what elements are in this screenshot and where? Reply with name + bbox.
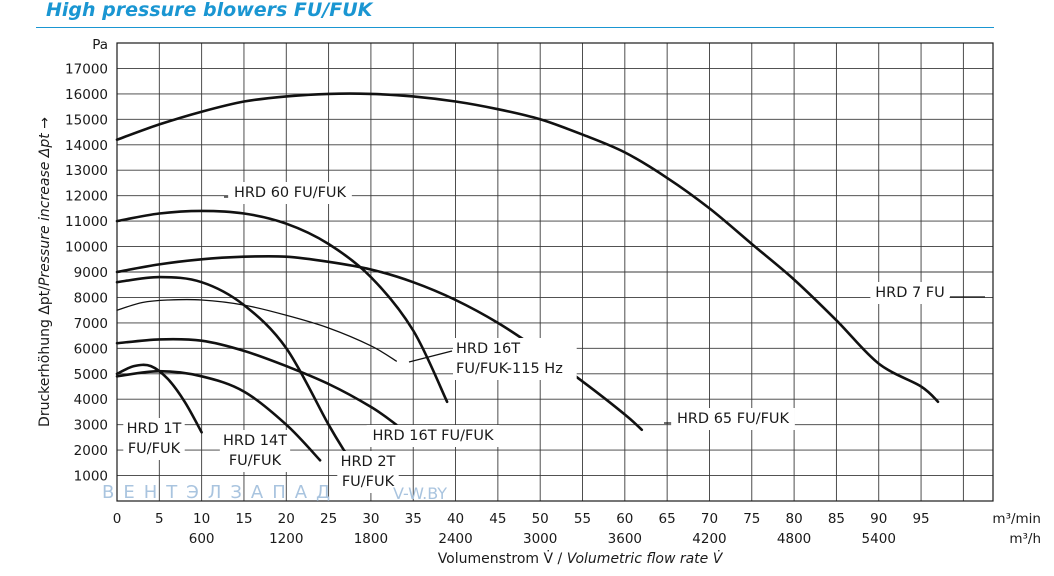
y-axis-title-en: Pressure increase Δpt → (37, 117, 53, 286)
label-background-hrd-7-fu (870, 282, 950, 304)
series-label-hrd-1t-fu-fuk: HRD 1T (127, 421, 182, 437)
series-line-hrd-65-fu-fuk (115, 254, 644, 432)
label-background-hrd-1t-fu-fuk (123, 418, 185, 460)
x-tick-label: 35 (405, 511, 422, 527)
x-tick-label: 30 (362, 511, 379, 527)
series-label-hrd-1t-fu-fuk: FU/FUK (128, 441, 181, 457)
label-background-hrd-65-fu-fuk (671, 408, 795, 430)
x-axis-title-de: Volumenstrom V̇ / (438, 550, 567, 567)
y-tick-label: 7000 (74, 316, 108, 332)
x-tick-label: 15 (235, 511, 252, 527)
x-tick-label: 70 (701, 511, 718, 527)
x-tick-label: 45 (489, 511, 506, 527)
x-tick-label-h: 3600 (608, 531, 642, 547)
y-tick-label: 4000 (74, 392, 108, 408)
series-label-hrd-16t-fu-fuk-115-hz: FU/FUK-115 Hz (456, 361, 563, 377)
series-label-hrd-16t-fu-fuk: HRD 16T FU/FUK (373, 428, 494, 444)
x-tick-label-h: 3000 (523, 531, 557, 547)
label-leader-hrd-16t-fu-fuk-115-hz (408, 350, 453, 363)
x-tick-label: 95 (912, 511, 929, 527)
series-line-hrd-2t-fu-fuk (115, 275, 347, 454)
x-tick-label-h: 4200 (692, 531, 726, 547)
y-tick-label: 13000 (65, 163, 108, 179)
x-tick-label-h: 2400 (438, 531, 472, 547)
series-line-hrd-14t-fu-fuk (115, 369, 322, 462)
x-axis-title-en: Volumetric flow rate V̇ (567, 550, 724, 567)
x-tick-label: 20 (278, 511, 295, 527)
x-tick-label: 80 (786, 511, 803, 527)
label-background-hrd-60-fu-fuk (228, 182, 352, 204)
series-label-hrd-14t-fu-fuk: HRD 14T (223, 433, 287, 449)
x-unit-min-label: m³/min (992, 511, 1041, 527)
series-label-hrd-7-fu: HRD 7 FU (875, 285, 945, 301)
x-tick-label: 10 (193, 511, 210, 527)
series-line-hrd-7-fu (115, 92, 940, 404)
y-tick-label: 17000 (65, 61, 108, 77)
watermark-site: V-W.BY (393, 484, 448, 503)
x-tick-label: 55 (574, 511, 591, 527)
x-tick-label: 0 (113, 511, 122, 527)
y-tick-label: 1000 (74, 469, 108, 485)
series-line-hrd-60-fu-fuk (115, 209, 449, 404)
y-tick-label: 10000 (65, 240, 108, 256)
x-tick-label: 65 (659, 511, 676, 527)
x-tick-label-h: 600 (189, 531, 215, 547)
x-tick-label: 50 (532, 511, 549, 527)
x-tick-label-h: 1200 (269, 531, 303, 547)
series-label-hrd-2t-fu-fuk: HRD 2T (341, 454, 396, 470)
y-axis-title: Druckerhöhung Δpt/Pressure increase Δpt … (37, 117, 53, 427)
y-tick-label: 11000 (65, 214, 108, 230)
x-axis-title: Volumenstrom V̇ / Volumetric flow rate V… (438, 550, 724, 567)
title-divider (36, 27, 994, 28)
label-background-hrd-16t-fu-fuk (366, 425, 500, 447)
y-tick-label: 12000 (65, 189, 108, 205)
x-tick-label: 75 (743, 511, 760, 527)
x-tick-label: 25 (320, 511, 337, 527)
x-tick-label: 85 (828, 511, 845, 527)
watermark-brand: ВЕНТЭЛЗАПАД (102, 482, 340, 503)
x-tick-label-h: 5400 (862, 531, 896, 547)
x-tick-label: 40 (447, 511, 464, 527)
x-tick-label: 90 (870, 511, 887, 527)
series-line-hrd-1t-fu-fuk (115, 363, 203, 434)
y-tick-label: 16000 (65, 87, 108, 103)
y-axis-title-de: Druckerhöhung Δpt/ (37, 286, 53, 427)
label-background-hrd-14t-fu-fuk (219, 430, 291, 472)
y-tick-label: 14000 (65, 138, 108, 154)
series-label-hrd-14t-fu-fuk: FU/FUK (229, 453, 282, 469)
series-label-hrd-2t-fu-fuk: FU/FUK (342, 474, 395, 490)
y-tick-label: 2000 (74, 443, 108, 459)
x-tick-label: 60 (616, 511, 633, 527)
x-tick-label-h: 4800 (777, 531, 811, 547)
series-line-hrd-16t-fu-fuk (115, 337, 398, 426)
y-tick-label: 9000 (74, 265, 108, 281)
x-unit-h-label: m³/h (1009, 531, 1041, 547)
label-background-hrd-2t-fu-fuk (337, 451, 399, 493)
y-tick-label: 3000 (74, 418, 108, 434)
label-background-hrd-16t-fu-fuk-115-hz (453, 338, 577, 380)
series-label-hrd-60-fu-fuk: HRD 60 FU/FUK (234, 185, 347, 201)
x-tick-label-h: 1800 (354, 531, 388, 547)
y-tick-label: 5000 (74, 367, 108, 383)
y-tick-label: 15000 (65, 112, 108, 128)
y-tick-label: 8000 (74, 290, 108, 306)
x-tick-label: 5 (155, 511, 164, 527)
series-label-hrd-65-fu-fuk: HRD 65 FU/FUK (677, 411, 790, 427)
y-unit-label: Pa (92, 37, 108, 53)
series-label-hrd-16t-fu-fuk-115-hz: HRD 16T (456, 341, 520, 357)
chart-title: High pressure blowers FU/FUK (46, 0, 373, 21)
y-tick-label: 6000 (74, 341, 108, 357)
